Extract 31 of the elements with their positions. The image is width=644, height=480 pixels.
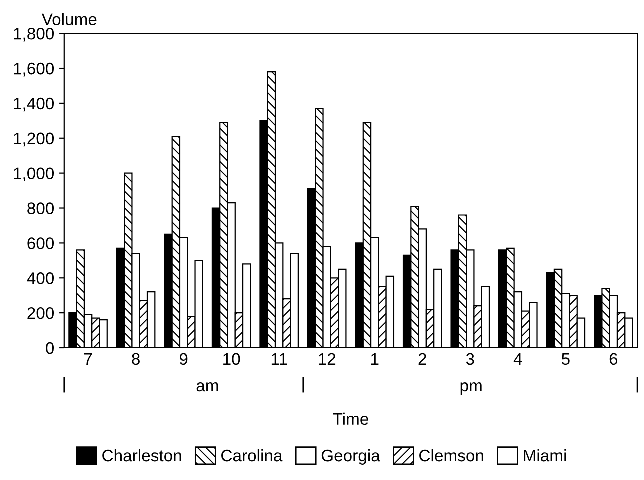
legend-label: Charleston bbox=[102, 449, 182, 462]
x-tick-label: 3 bbox=[466, 353, 474, 366]
x-tick-label: 5 bbox=[562, 353, 570, 366]
y-tick-label: 400 bbox=[27, 272, 54, 284]
x-tick-label: 8 bbox=[132, 353, 140, 366]
y-tick-label: 600 bbox=[28, 238, 54, 250]
x-tick-label: 6 bbox=[610, 353, 618, 366]
y-tick-label: 1,400 bbox=[14, 98, 54, 112]
x-tick-label: 7 bbox=[84, 353, 92, 365]
x-tick-label: 2 bbox=[418, 353, 426, 365]
x-tick-label: 1 bbox=[372, 353, 379, 365]
y-tick-label: 200 bbox=[28, 307, 54, 320]
y-tick-label: 800 bbox=[28, 202, 54, 214]
y-tick-label: 1,800 bbox=[14, 28, 54, 42]
x-tick-label: 10 bbox=[224, 353, 240, 366]
x-tick-label: 9 bbox=[180, 353, 188, 366]
y-axis-title: Volume bbox=[42, 13, 97, 26]
text: am bbox=[196, 382, 218, 392]
x-tick-label: 12 bbox=[319, 353, 336, 365]
text: pm bbox=[460, 382, 482, 395]
y-tick-label: 1,600 bbox=[14, 62, 54, 77]
x-tick-label: 4 bbox=[514, 353, 522, 365]
y-tick-label: 0 bbox=[46, 342, 54, 354]
x-axis-title: Time bbox=[333, 412, 368, 426]
x-tick-label: 11 bbox=[272, 353, 288, 365]
y-tick-label: 1,200 bbox=[14, 132, 54, 147]
legend-label: Georgia bbox=[322, 449, 380, 465]
legend-label: Carolina bbox=[222, 449, 283, 462]
y-tick-label: 1,000 bbox=[14, 168, 54, 182]
legend-label: Clemson bbox=[420, 449, 484, 462]
legend-label: Miami bbox=[524, 449, 566, 462]
